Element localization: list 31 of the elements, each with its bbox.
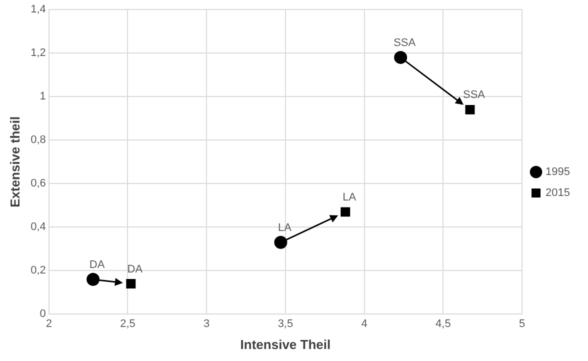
x-tick-label: 2,5: [120, 318, 136, 330]
point: [274, 236, 288, 249]
point: [126, 279, 136, 288]
x-tick-label: 5: [518, 318, 526, 330]
y-tick-label: 1,4: [30, 4, 46, 16]
y-axis-title: Extensive theil: [7, 116, 22, 208]
y-tick-label: 0: [40, 308, 46, 320]
y-tick-label: 0,4: [30, 221, 46, 234]
annotation: SSA: [462, 89, 486, 102]
x-tick-label: 3,5: [278, 318, 294, 330]
x-tick-label: 4: [361, 318, 368, 330]
y-tick-label: 1: [40, 90, 46, 103]
annotation: SSA: [394, 36, 416, 49]
legend-label: 1995: [546, 166, 570, 178]
y-tick-label: 0,6: [30, 178, 46, 190]
y-tick-label: 0,2: [30, 264, 46, 277]
annotation: LA: [278, 222, 292, 234]
x-tick-label: 2: [46, 318, 52, 330]
y-tick-label: 1,2: [30, 47, 46, 60]
annotation: DA: [89, 258, 106, 271]
y-tick-label: 0,8: [30, 134, 46, 146]
point: [86, 272, 100, 286]
x-axis-title: Intensive Theil: [240, 336, 331, 352]
annotation: LA: [342, 191, 357, 204]
legend-label: 2015: [546, 187, 570, 200]
annotation: DA: [127, 263, 144, 276]
point: [394, 50, 408, 64]
point: [465, 104, 475, 114]
x-tick-label: 4,5: [436, 318, 451, 330]
point: [340, 207, 350, 217]
x-tick-label: 3: [204, 318, 210, 330]
